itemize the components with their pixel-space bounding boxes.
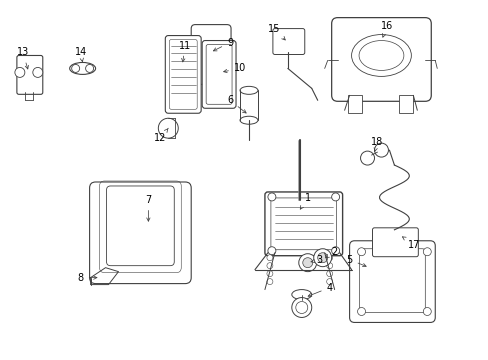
Circle shape bbox=[266, 263, 272, 269]
Circle shape bbox=[266, 279, 272, 285]
Text: 13: 13 bbox=[17, 48, 29, 69]
Ellipse shape bbox=[351, 35, 410, 76]
Circle shape bbox=[326, 263, 332, 269]
Text: 18: 18 bbox=[370, 137, 383, 151]
Circle shape bbox=[374, 143, 387, 157]
Circle shape bbox=[267, 193, 275, 201]
Text: 8: 8 bbox=[78, 273, 97, 283]
Text: 14: 14 bbox=[74, 48, 86, 62]
Text: 3: 3 bbox=[310, 255, 322, 265]
Circle shape bbox=[331, 247, 339, 255]
Text: 16: 16 bbox=[381, 21, 393, 37]
Circle shape bbox=[298, 254, 316, 272]
FancyBboxPatch shape bbox=[106, 186, 174, 266]
Text: 5: 5 bbox=[346, 255, 366, 267]
Text: 15: 15 bbox=[267, 24, 285, 40]
Circle shape bbox=[357, 248, 365, 256]
Circle shape bbox=[295, 302, 307, 314]
Circle shape bbox=[360, 151, 374, 165]
Circle shape bbox=[291, 298, 311, 318]
FancyBboxPatch shape bbox=[202, 41, 236, 108]
FancyBboxPatch shape bbox=[270, 198, 336, 250]
Circle shape bbox=[331, 193, 339, 201]
Text: 1: 1 bbox=[300, 193, 310, 209]
Text: 4: 4 bbox=[307, 283, 332, 297]
Circle shape bbox=[15, 67, 25, 77]
Circle shape bbox=[423, 248, 430, 256]
FancyBboxPatch shape bbox=[372, 228, 417, 257]
FancyBboxPatch shape bbox=[359, 249, 425, 312]
FancyBboxPatch shape bbox=[349, 241, 434, 323]
Circle shape bbox=[72, 64, 80, 72]
FancyBboxPatch shape bbox=[331, 18, 430, 101]
Bar bbox=[347, 95, 361, 113]
Text: 2: 2 bbox=[325, 247, 337, 258]
Ellipse shape bbox=[69, 62, 95, 75]
Circle shape bbox=[267, 247, 275, 255]
Text: 17: 17 bbox=[402, 237, 420, 250]
FancyBboxPatch shape bbox=[272, 28, 304, 54]
Text: 12: 12 bbox=[154, 128, 168, 143]
Circle shape bbox=[357, 307, 365, 315]
FancyBboxPatch shape bbox=[165, 36, 201, 113]
FancyBboxPatch shape bbox=[264, 192, 342, 256]
Text: 11: 11 bbox=[179, 41, 191, 62]
Circle shape bbox=[313, 249, 331, 267]
Text: 6: 6 bbox=[226, 95, 245, 113]
Text: 10: 10 bbox=[223, 63, 245, 73]
Circle shape bbox=[326, 271, 332, 276]
Circle shape bbox=[158, 118, 178, 138]
Circle shape bbox=[326, 255, 332, 261]
Text: 7: 7 bbox=[145, 195, 151, 221]
Ellipse shape bbox=[358, 41, 403, 71]
Ellipse shape bbox=[240, 116, 258, 124]
FancyBboxPatch shape bbox=[89, 182, 191, 284]
Circle shape bbox=[266, 271, 272, 276]
Circle shape bbox=[266, 255, 272, 261]
Ellipse shape bbox=[291, 289, 311, 300]
Circle shape bbox=[33, 67, 42, 77]
FancyBboxPatch shape bbox=[17, 55, 42, 94]
FancyBboxPatch shape bbox=[191, 24, 230, 84]
Circle shape bbox=[326, 279, 332, 285]
FancyBboxPatch shape bbox=[206, 45, 232, 104]
Circle shape bbox=[302, 258, 312, 268]
Ellipse shape bbox=[240, 86, 258, 94]
Text: 9: 9 bbox=[213, 37, 233, 51]
Circle shape bbox=[423, 307, 430, 315]
Circle shape bbox=[317, 253, 327, 263]
Circle shape bbox=[85, 64, 93, 72]
Bar bbox=[399, 95, 412, 113]
